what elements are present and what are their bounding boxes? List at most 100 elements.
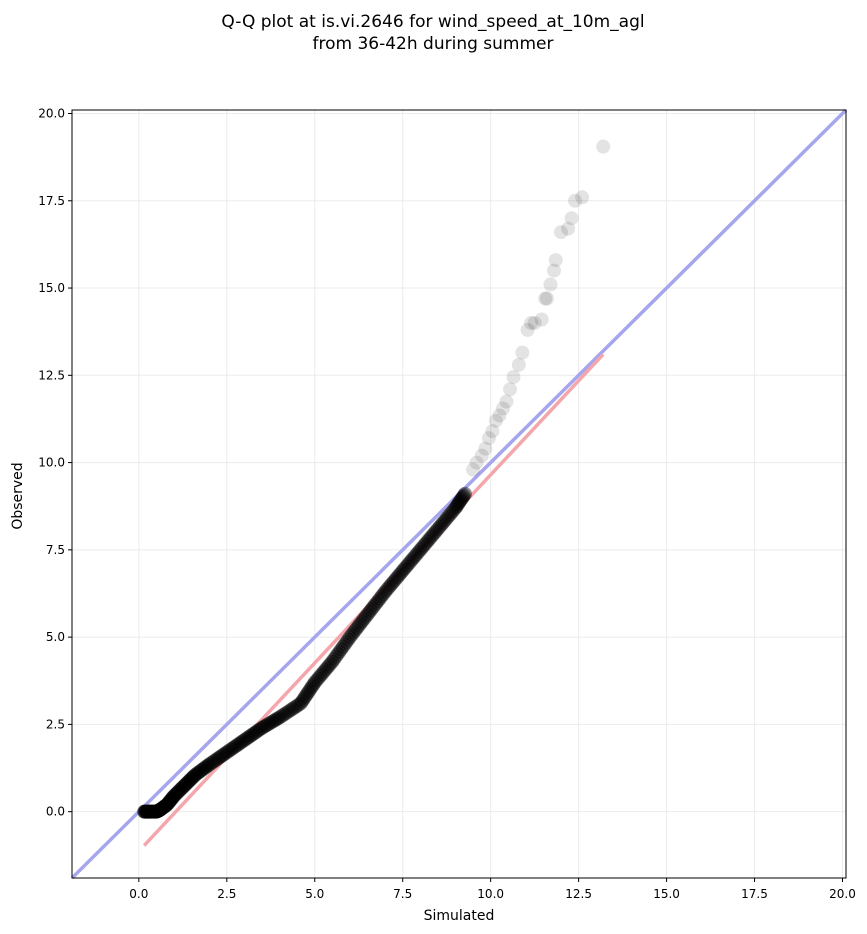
data-point <box>258 718 273 733</box>
data-point <box>404 553 419 568</box>
data-point <box>446 503 461 518</box>
data-point <box>141 804 156 819</box>
data-point <box>140 804 155 819</box>
data-point <box>348 623 363 638</box>
data-point <box>371 593 386 608</box>
y-tick-label: 15.0 <box>38 281 65 295</box>
data-point <box>223 742 238 757</box>
data-point-tail <box>469 455 484 470</box>
data-point <box>296 692 311 707</box>
data-point <box>342 630 357 645</box>
data-point <box>260 717 275 732</box>
data-point <box>240 730 255 745</box>
data-point <box>281 704 296 719</box>
data-point <box>450 497 465 512</box>
data-point <box>150 803 165 818</box>
data-point <box>193 763 208 778</box>
data-point-tail <box>478 441 493 456</box>
data-point <box>434 517 449 532</box>
data-point <box>334 642 349 657</box>
data-point <box>416 538 431 553</box>
data-point <box>395 563 410 578</box>
data-point <box>149 804 164 819</box>
data-point <box>388 572 403 587</box>
data-point <box>175 780 190 795</box>
data-point <box>376 587 391 602</box>
chart-title-line-2: from 36-42h during summer <box>313 34 554 54</box>
data-point <box>172 783 187 798</box>
data-point-tail <box>499 394 514 409</box>
data-point <box>323 656 338 671</box>
data-point-tail <box>506 370 521 385</box>
data-point <box>289 699 304 714</box>
data-point <box>306 677 321 692</box>
data-point <box>320 660 335 675</box>
identity-line <box>70 108 848 880</box>
data-point <box>226 740 241 755</box>
data-point <box>360 607 375 622</box>
data-point <box>439 511 454 526</box>
y-tick-label: 5.0 <box>46 630 65 644</box>
data-point <box>344 627 359 642</box>
data-point <box>211 751 226 766</box>
fit-line <box>142 353 605 847</box>
data-point <box>413 542 428 557</box>
y-tick-label: 7.5 <box>46 543 65 557</box>
data-point <box>400 557 415 572</box>
data-point <box>146 804 161 819</box>
data-point <box>291 697 306 712</box>
data-point-tail <box>568 193 583 208</box>
data-point <box>263 715 278 730</box>
data-point-tail <box>575 190 590 205</box>
data-point <box>180 775 195 790</box>
data-point <box>436 515 451 530</box>
data-point <box>145 804 160 819</box>
data-point-tail <box>561 221 576 236</box>
data-point <box>454 491 469 506</box>
x-tick-label: 12.5 <box>565 887 592 901</box>
data-point <box>151 803 166 818</box>
data-point <box>147 804 162 819</box>
data-point <box>183 772 198 787</box>
data-point <box>269 712 284 727</box>
data-point <box>270 711 285 726</box>
data-point <box>190 765 205 780</box>
data-point <box>274 709 289 724</box>
data-point <box>157 799 172 814</box>
data-point <box>272 710 287 725</box>
data-point <box>164 792 179 807</box>
data-point <box>378 584 393 599</box>
data-point <box>452 494 467 509</box>
data-point <box>171 784 186 799</box>
data-point-tail <box>546 263 561 278</box>
data-point <box>157 799 172 814</box>
data-point <box>189 766 204 781</box>
data-point <box>202 757 217 772</box>
data-point <box>148 804 163 819</box>
data-point <box>164 791 179 806</box>
data-point <box>423 530 438 545</box>
data-point <box>162 795 177 810</box>
data-point <box>379 582 394 597</box>
data-point <box>151 803 166 818</box>
data-point <box>418 536 433 551</box>
data-point <box>200 758 215 773</box>
data-point <box>304 679 319 694</box>
data-point <box>138 804 153 819</box>
data-point <box>307 675 322 690</box>
data-point <box>318 662 333 677</box>
data-point <box>219 745 234 760</box>
data-point <box>143 804 158 819</box>
data-point <box>155 800 170 815</box>
data-point <box>163 793 178 808</box>
data-point <box>432 519 447 534</box>
data-point <box>174 781 189 796</box>
data-point-tail <box>515 345 530 360</box>
data-point <box>162 794 177 809</box>
data-point <box>232 736 247 751</box>
data-point <box>358 609 373 624</box>
data-point <box>207 753 222 768</box>
data-point <box>160 796 175 811</box>
data-point <box>283 703 298 718</box>
